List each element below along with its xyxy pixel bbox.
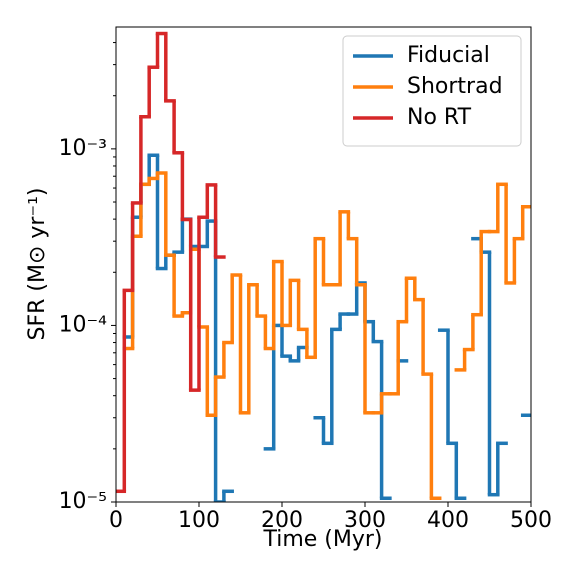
legend-label: Shortrad <box>407 74 503 99</box>
y-tick-label: 10⁻³ <box>59 136 107 161</box>
x-tick-label: 300 <box>344 508 386 533</box>
x-tick-label: 0 <box>109 508 123 533</box>
y-axis-label: SFR (M⊙ yr⁻¹) <box>25 188 50 341</box>
legend-label: Fiducial <box>407 43 490 68</box>
legend-label: No RT <box>407 105 472 130</box>
x-tick-label: 400 <box>427 508 469 533</box>
x-tick-label: 100 <box>178 508 220 533</box>
x-tick-label: 200 <box>261 508 303 533</box>
x-axis-label: Time (Myr) <box>262 527 382 552</box>
y-tick-label: 10⁻⁴ <box>59 312 108 337</box>
x-tick-label: 500 <box>510 508 552 533</box>
axes-frame <box>115 26 532 503</box>
y-tick-label: 10⁻⁵ <box>59 489 107 514</box>
plot-area <box>116 31 531 502</box>
